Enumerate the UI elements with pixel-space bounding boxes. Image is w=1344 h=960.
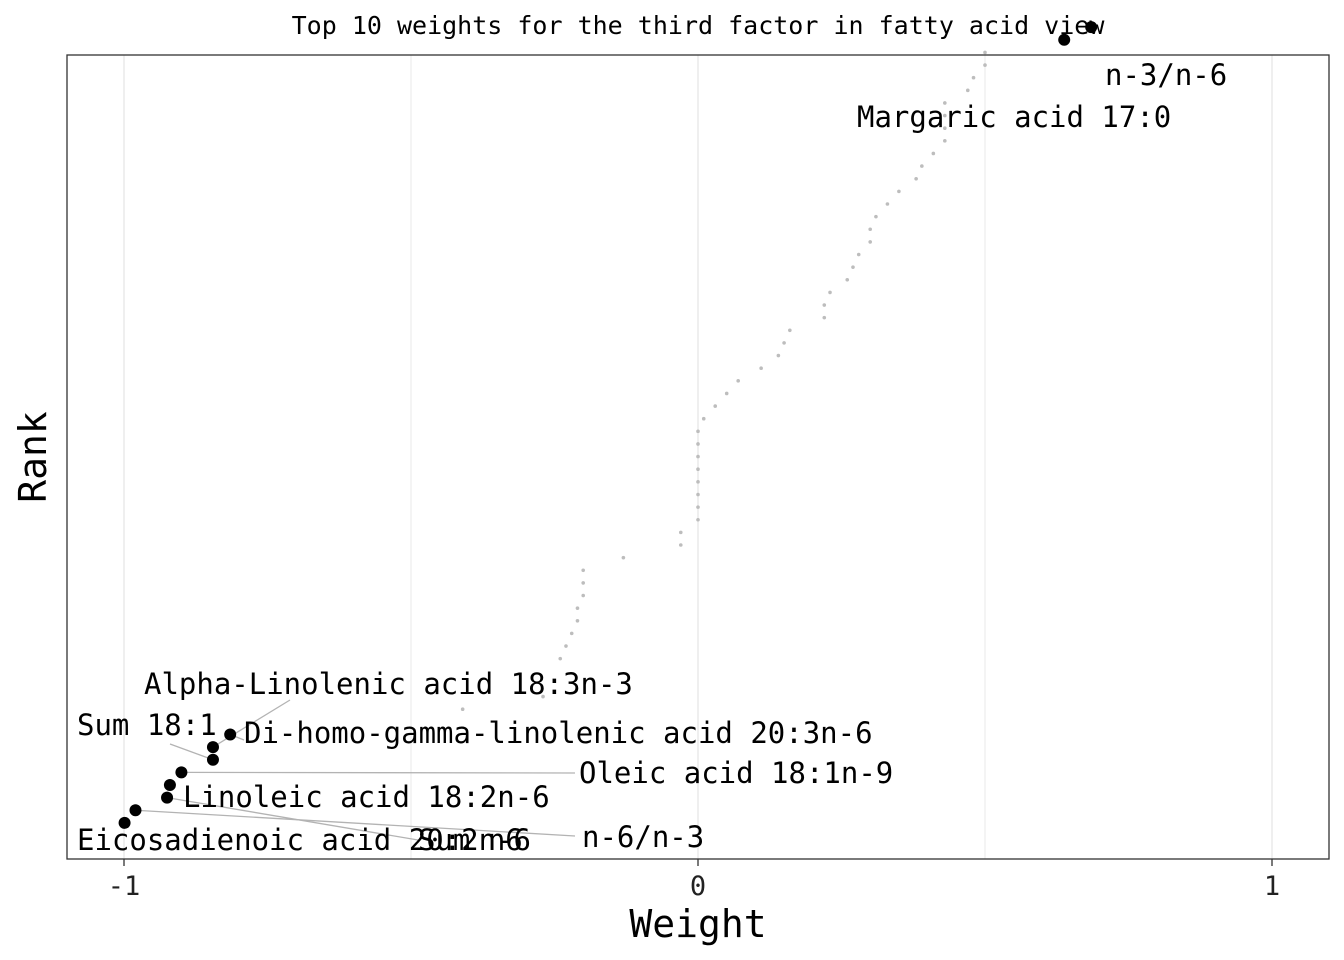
point-label: Di-homo-gamma-linolenic acid 20:3n-6 <box>244 716 873 750</box>
point-label: Sum 18:1 <box>77 708 217 742</box>
data-point <box>129 804 142 817</box>
background-point <box>696 505 700 509</box>
background-point <box>943 113 947 118</box>
background-point <box>851 265 855 269</box>
background-point <box>897 189 901 194</box>
data-point <box>206 741 219 754</box>
top-weight-points <box>118 21 1098 829</box>
background-point <box>943 126 947 131</box>
data-point <box>206 753 219 766</box>
background-point <box>696 454 700 459</box>
background-point <box>564 644 568 648</box>
background-point <box>678 530 683 535</box>
background-point <box>931 151 936 156</box>
background-point <box>696 517 700 522</box>
label-leader-lines <box>135 699 576 841</box>
leader-line <box>181 771 576 774</box>
point-label: Linoleic acid 18:2n-6 <box>183 780 550 814</box>
background-point <box>845 277 850 282</box>
data-point <box>163 778 176 791</box>
leader-line <box>166 796 419 841</box>
data-point <box>175 766 188 779</box>
background-point <box>759 366 763 370</box>
background-point <box>569 631 574 636</box>
background-point <box>581 568 585 573</box>
background-point <box>575 618 580 623</box>
x-tick-label: -1 <box>108 871 141 902</box>
background-point <box>983 63 987 67</box>
data-point <box>1058 33 1071 46</box>
background-point <box>788 328 792 333</box>
background-point <box>558 656 563 661</box>
background-point <box>460 707 465 711</box>
background-point <box>575 606 580 610</box>
background-point <box>868 240 872 244</box>
point-label: Oleic acid 18:1n-9 <box>579 756 893 790</box>
background-point <box>776 353 781 358</box>
x-tick-label: 1 <box>1264 871 1280 902</box>
background-point <box>678 543 683 547</box>
background-point <box>696 442 700 446</box>
background-point <box>581 581 585 585</box>
leader-line <box>212 699 291 748</box>
background-point <box>724 391 729 396</box>
point-label: Margaric acid 17:0 <box>857 100 1171 134</box>
background-point <box>920 164 924 168</box>
background-point <box>581 593 585 598</box>
background-point <box>701 416 706 421</box>
data-point <box>224 728 237 741</box>
background-point <box>696 467 700 472</box>
background-point <box>914 176 918 181</box>
x-axis-title: Weight <box>629 902 766 946</box>
background-point <box>885 202 890 206</box>
chart-title: Top 10 weights for the third factor in f… <box>292 11 1106 40</box>
background-point <box>696 480 700 484</box>
background-point <box>943 139 947 143</box>
x-tick-label: 0 <box>690 871 706 902</box>
background-point <box>782 341 786 345</box>
background-point <box>822 303 827 307</box>
background-point <box>983 50 987 55</box>
background-point <box>541 694 545 699</box>
point-label: Alpha-Linolenic acid 18:3n-3 <box>144 667 633 701</box>
point-labels: Eicosadienoic acid 20:2n-6 n-6/n-3 Sum n6 L… <box>77 58 1227 857</box>
background-point <box>696 492 700 497</box>
point-label: n-3/n-6 <box>1105 58 1227 92</box>
background-point <box>736 379 740 383</box>
data-point <box>161 791 174 804</box>
background-points <box>460 50 987 711</box>
background-point <box>713 404 718 408</box>
leader-line <box>169 743 214 761</box>
background-point <box>868 227 872 232</box>
x-axis-ticks: -1 0 1 <box>108 859 1280 902</box>
data-point <box>1085 21 1098 34</box>
background-point <box>943 101 947 105</box>
background-point <box>696 429 700 434</box>
point-label: Eicosadienoic acid 20:2n-6 <box>77 823 531 857</box>
background-point <box>621 555 626 560</box>
point-label: n-6/n-3 <box>582 820 704 854</box>
background-point <box>822 315 827 320</box>
background-point <box>971 75 976 80</box>
background-point <box>965 88 970 93</box>
leader-line <box>135 809 576 837</box>
background-point <box>828 290 832 295</box>
data-point <box>118 816 131 829</box>
y-axis-title: Rank <box>11 411 55 503</box>
background-point <box>874 214 878 219</box>
background-point <box>856 252 861 257</box>
point-label: Sum n6 <box>418 823 523 857</box>
